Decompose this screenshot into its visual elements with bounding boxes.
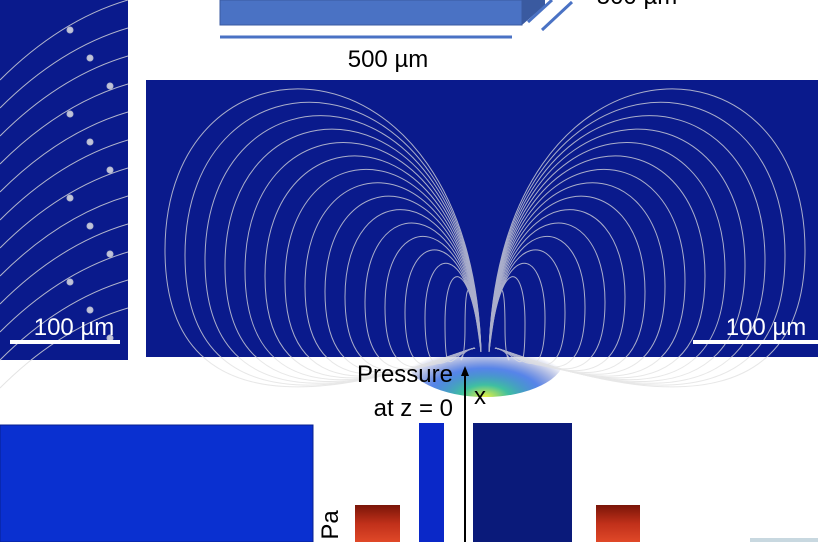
panel bbox=[0, 424, 314, 542]
streamline bbox=[0, 167, 129, 249]
box-side bbox=[522, 0, 545, 25]
particle bbox=[66, 278, 74, 286]
streamline bbox=[0, 279, 129, 361]
left-panel bbox=[0, 0, 128, 360]
scale-label: 100 µm bbox=[34, 314, 115, 341]
pressure-label: at z = 0 bbox=[374, 395, 453, 422]
streamline bbox=[0, 139, 129, 221]
particle bbox=[86, 138, 94, 146]
dimension-line bbox=[526, 0, 554, 24]
streamline bbox=[424, 262, 482, 364]
main-panel bbox=[146, 80, 818, 357]
unit-label: Pa bbox=[317, 510, 344, 540]
streamline bbox=[488, 236, 586, 368]
streamline bbox=[164, 88, 482, 388]
left-streamlines bbox=[0, 0, 129, 389]
dimension-line bbox=[540, 0, 574, 32]
streamline bbox=[0, 307, 129, 389]
axis-arrow bbox=[461, 366, 469, 376]
particle bbox=[86, 54, 94, 62]
panel bbox=[750, 538, 818, 542]
scale-label: 100 µm bbox=[726, 314, 807, 341]
box bbox=[219, 0, 523, 26]
streamline bbox=[384, 236, 482, 368]
streamline bbox=[488, 88, 806, 388]
pressure-bar bbox=[419, 423, 444, 542]
axis-label: x bbox=[474, 383, 486, 410]
streamline bbox=[0, 27, 129, 109]
particle bbox=[66, 194, 74, 202]
panel bbox=[473, 423, 572, 542]
streamline bbox=[0, 251, 129, 333]
particle bbox=[106, 82, 114, 90]
streamline bbox=[0, 223, 129, 305]
streamline bbox=[488, 249, 566, 366]
pressure-bar bbox=[596, 505, 640, 542]
streamline bbox=[0, 0, 129, 81]
particle bbox=[106, 166, 114, 174]
streamline bbox=[488, 262, 546, 364]
pressure-label: Pressure bbox=[357, 361, 453, 388]
streamline bbox=[0, 83, 129, 165]
dimension-label: 500 µm bbox=[597, 0, 678, 10]
particle bbox=[86, 306, 94, 314]
particle bbox=[66, 26, 74, 34]
streamline bbox=[0, 111, 129, 193]
streamlines bbox=[164, 88, 806, 388]
streamline bbox=[0, 55, 129, 137]
dimension-label: 500 µm bbox=[348, 46, 429, 73]
streamline bbox=[404, 249, 482, 366]
particle bbox=[66, 110, 74, 118]
particle bbox=[106, 250, 114, 258]
particle bbox=[86, 222, 94, 230]
pressure-bar bbox=[355, 505, 400, 542]
streamline bbox=[0, 195, 129, 277]
